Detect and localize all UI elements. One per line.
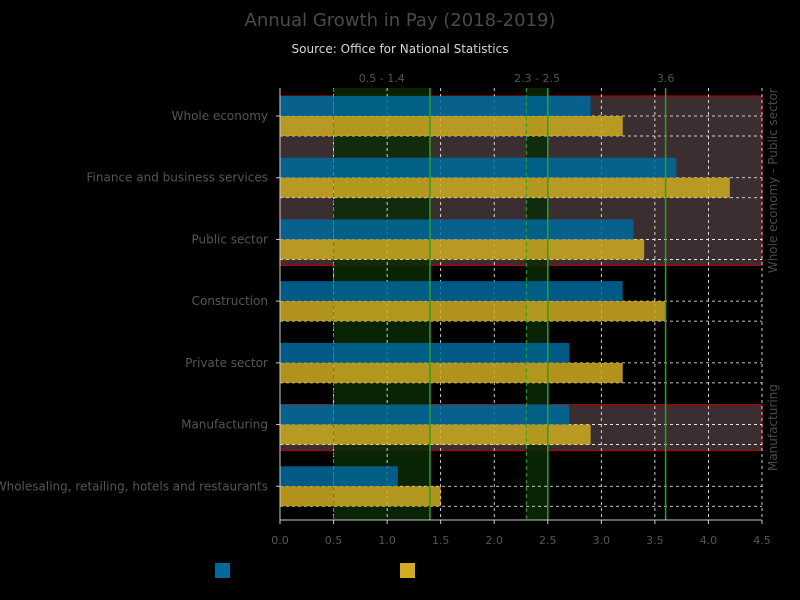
legend bbox=[0, 563, 800, 583]
bar-series-a bbox=[280, 466, 398, 487]
x-tick-label: 4.0 bbox=[700, 534, 718, 547]
bar-series-a bbox=[280, 404, 570, 425]
bar-series-b bbox=[280, 362, 623, 383]
category-label: Private sector bbox=[185, 356, 268, 370]
bar-series-b bbox=[280, 486, 441, 507]
x-tick-label: 0.5 bbox=[325, 534, 343, 547]
bar-series-a bbox=[280, 157, 677, 178]
x-tick-label: 3.0 bbox=[593, 534, 611, 547]
x-tick-label: 2.0 bbox=[485, 534, 503, 547]
legend-item-series-b[interactable] bbox=[400, 563, 423, 578]
chart-title: Annual Growth in Pay (2018-2019) bbox=[244, 10, 556, 31]
category-label: Whole economy bbox=[172, 109, 268, 123]
category-label: Manufacturing bbox=[181, 418, 268, 432]
bar-series-b bbox=[280, 177, 730, 198]
category-band-label: Whole economy - Public sector bbox=[766, 88, 780, 273]
x-tick-label: 2.5 bbox=[539, 534, 557, 547]
legend-item-series-a[interactable] bbox=[215, 563, 238, 578]
bar-series-b bbox=[280, 424, 591, 445]
x-tick-label: 1.5 bbox=[432, 534, 450, 547]
category-label: Finance and business services bbox=[87, 171, 268, 185]
bar-series-a bbox=[280, 281, 623, 302]
x-tick-label: 0.0 bbox=[271, 534, 289, 547]
category-label: Wholesaling, retailing, hotels and resta… bbox=[0, 479, 268, 493]
category-band-label: Manufacturing bbox=[766, 384, 780, 471]
x-tick-label: 4.5 bbox=[753, 534, 771, 547]
bar-series-b bbox=[280, 301, 666, 322]
chart-subtitle: Source: Office for National Statistics bbox=[291, 42, 509, 56]
bar-series-b bbox=[280, 116, 623, 136]
bar-series-b bbox=[280, 239, 645, 260]
category-label: Construction bbox=[192, 294, 268, 308]
category-label: Public sector bbox=[191, 232, 268, 246]
bar-series-a bbox=[280, 219, 634, 240]
bar-series-a bbox=[280, 96, 591, 116]
x-tick-label: 3.5 bbox=[646, 534, 664, 547]
bar-series-a bbox=[280, 342, 570, 363]
reference-line-label: 3.6 bbox=[657, 72, 675, 85]
range-label: 2.3 - 2.5 bbox=[514, 72, 560, 85]
x-tick-label: 1.0 bbox=[378, 534, 396, 547]
legend-swatch-series-b bbox=[400, 563, 415, 578]
legend-swatch-series-a bbox=[215, 563, 230, 578]
range-label: 0.5 - 1.4 bbox=[359, 72, 405, 85]
